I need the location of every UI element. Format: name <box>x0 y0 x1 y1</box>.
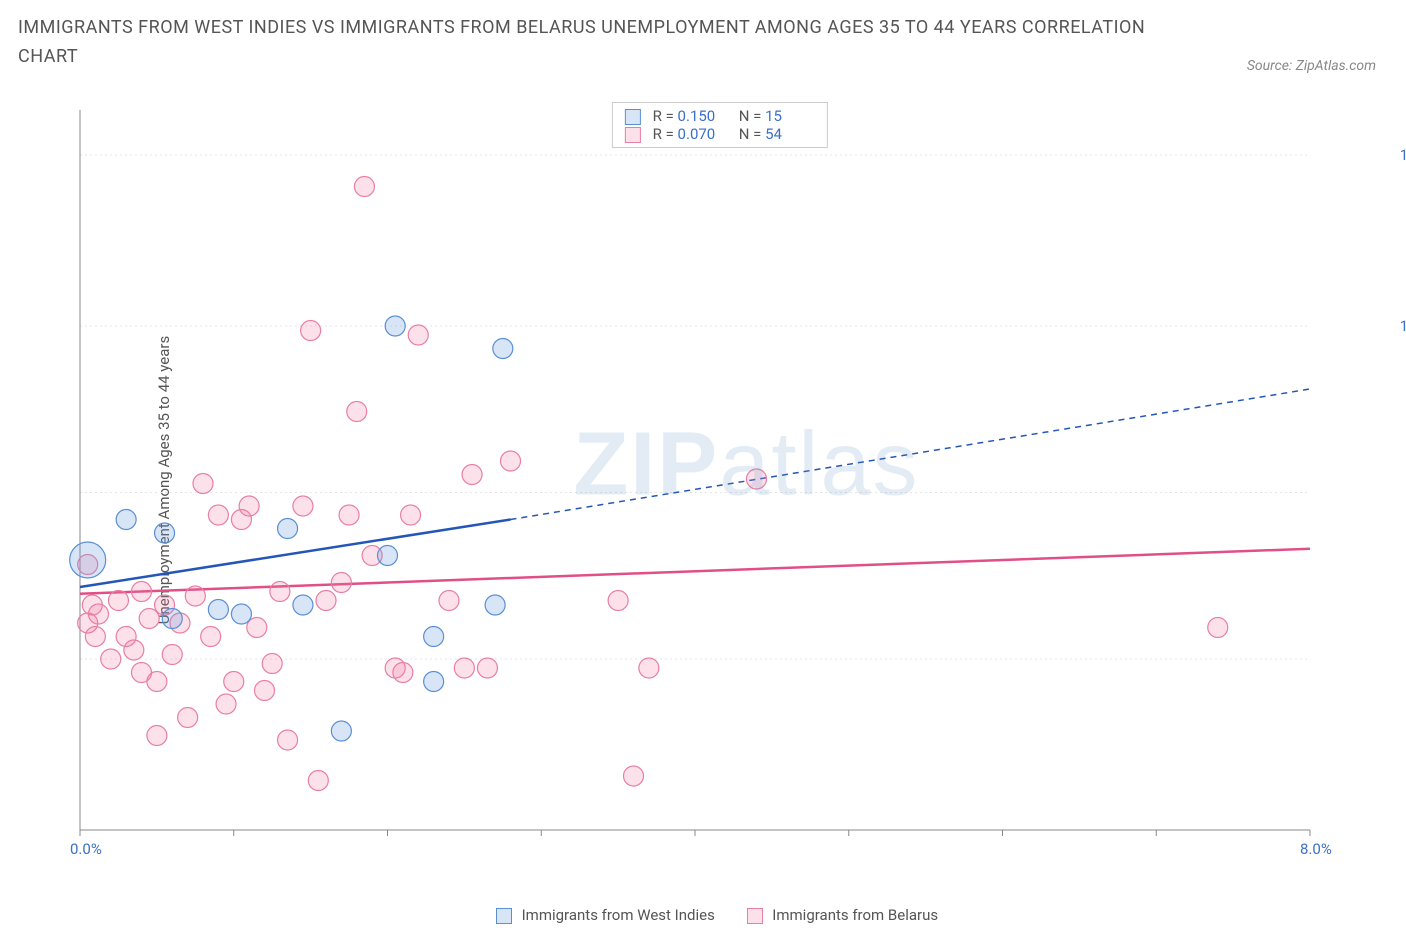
chart-title: IMMIGRANTS FROM WEST INDIES VS IMMIGRANT… <box>18 14 1168 72</box>
r-label: R = <box>653 107 674 125</box>
swatch-belarus-bottom <box>747 908 763 924</box>
legend-label-west-indies: Immigrants from West Indies <box>522 906 715 924</box>
n-label: N = <box>739 107 762 125</box>
r-value-belarus: 0.070 <box>678 125 728 143</box>
n-value-belarus: 54 <box>765 125 815 143</box>
y-tick-label: 11.2% <box>1400 317 1406 335</box>
scatter-plot <box>60 100 1380 860</box>
r-value-west-indies: 0.150 <box>678 107 728 125</box>
n-value-west-indies: 15 <box>765 107 815 125</box>
y-tick-label: 15.0% <box>1400 146 1406 164</box>
correlation-legend: R = 0.150 N = 15 R = 0.070 N = 54 <box>612 102 828 148</box>
legend-row-west-indies: R = 0.150 N = 15 <box>625 107 815 125</box>
r-label: R = <box>653 125 674 143</box>
swatch-west-indies-bottom <box>496 908 512 924</box>
swatch-belarus <box>625 127 641 143</box>
legend-label-belarus: Immigrants from Belarus <box>772 906 938 924</box>
source-attribution: Source: ZipAtlas.com <box>1247 58 1376 74</box>
swatch-west-indies <box>625 109 641 125</box>
legend-row-belarus: R = 0.070 N = 54 <box>625 125 815 143</box>
series-legend: Immigrants from West Indies Immigrants f… <box>0 906 1406 924</box>
n-label: N = <box>739 125 762 143</box>
x-tick-label: 0.0% <box>70 840 102 858</box>
chart-area: Unemployment Among Ages 35 to 44 years R… <box>60 100 1380 860</box>
x-tick-label: 8.0% <box>1300 840 1332 858</box>
